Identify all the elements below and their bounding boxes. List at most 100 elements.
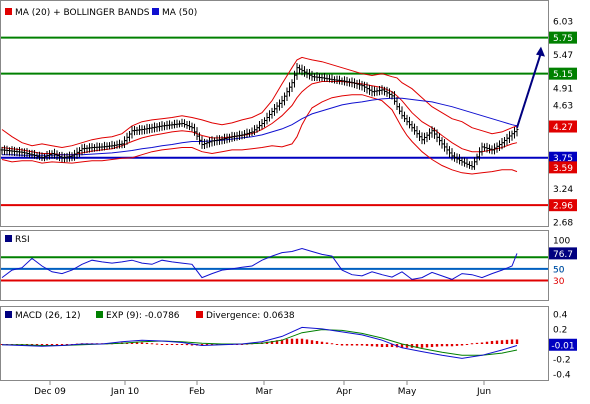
divergence-bar bbox=[455, 344, 459, 346]
level-tag-2-group: 3.75 bbox=[549, 151, 577, 164]
divergence-bar bbox=[485, 341, 489, 344]
rsi-value-tag-group: 76.7 bbox=[549, 247, 577, 260]
price-panel-frame bbox=[0, 0, 549, 227]
macd-legend: MACD (26, 12) EXP (9): -0.0786 Divergenc… bbox=[5, 311, 295, 321]
ma50-line bbox=[2, 97, 518, 156]
divergence-bar bbox=[435, 344, 439, 347]
legend-label-ma20: MA (20) + BOLLINGER BANDS bbox=[15, 8, 150, 18]
price-y-tick-2: 4.91 bbox=[553, 85, 573, 95]
rsi-legend: RSI bbox=[5, 235, 30, 245]
divergence-bar bbox=[150, 343, 154, 345]
macd-value-tag-label: -0.01 bbox=[551, 341, 574, 351]
divergence-bar bbox=[175, 344, 179, 345]
price-value-tag-1-bg bbox=[549, 161, 577, 174]
divergence-bar bbox=[425, 344, 429, 348]
macd-y-tick-3: -0.4 bbox=[553, 371, 571, 381]
macd-panel: 0.4 0.2 -0.2 -0.4 -0.01 bbox=[0, 310, 577, 381]
divergence-bar bbox=[290, 338, 294, 344]
divergence-bar bbox=[315, 340, 319, 344]
divergence-bar bbox=[140, 342, 144, 344]
divergence-bar bbox=[335, 344, 339, 345]
macd-panel-frame bbox=[0, 306, 549, 381]
legend-swatch-ma50 bbox=[152, 8, 159, 15]
level-tag-3-label: 2.96 bbox=[553, 202, 573, 212]
level-tag-2-bg bbox=[549, 151, 577, 164]
price-y-tick-4: 3.24 bbox=[553, 185, 573, 195]
price-y-tick-0: 6.03 bbox=[553, 17, 573, 27]
legend-label-ma50: MA (50) bbox=[162, 8, 197, 18]
divergence-bar bbox=[305, 339, 309, 344]
x-axis: Dec 09 Jan 10 Feb Mar Apr May Jun bbox=[34, 381, 491, 397]
x-tick-label-0: Dec 09 bbox=[34, 387, 66, 397]
divergence-bar bbox=[295, 338, 299, 344]
macd-y-tick-0: 0.4 bbox=[553, 310, 568, 320]
level-tag-1-label: 5.15 bbox=[553, 70, 573, 80]
divergence-bar bbox=[375, 344, 379, 347]
divergence-bar bbox=[490, 340, 494, 344]
divergence-bar bbox=[495, 340, 499, 344]
level-tag-0-label: 5.75 bbox=[553, 34, 573, 44]
divergence-bar bbox=[50, 344, 54, 345]
divergence-bar bbox=[475, 342, 479, 344]
divergence-bar bbox=[360, 344, 364, 346]
level-tag-3-group: 2.96 bbox=[549, 199, 577, 212]
divergence-bar bbox=[340, 344, 344, 346]
divergence-bar bbox=[310, 340, 314, 344]
projection-arrow-head bbox=[536, 46, 545, 57]
divergence-bar bbox=[210, 344, 214, 345]
rsi-y-tick-0: 100 bbox=[553, 236, 570, 246]
bollinger-upper-line bbox=[1, 56, 518, 149]
macd-value-tag-group: -0.01 bbox=[549, 338, 577, 351]
divergence-bar bbox=[65, 344, 69, 345]
divergence-bar bbox=[440, 344, 444, 347]
divergence-bar bbox=[480, 342, 484, 344]
divergence-bar bbox=[365, 344, 369, 346]
legend-swatch-divergence bbox=[196, 311, 203, 318]
divergence-bar bbox=[185, 344, 189, 346]
divergence-bar bbox=[30, 344, 34, 345]
price-value-tag-0-bg bbox=[549, 120, 577, 133]
divergence-bar bbox=[450, 344, 454, 347]
divergence-bar bbox=[430, 344, 434, 348]
divergence-bar bbox=[285, 339, 289, 344]
divergence-bar bbox=[420, 344, 424, 348]
divergence-bar bbox=[390, 344, 394, 348]
bollinger-lower-line bbox=[1, 94, 518, 175]
divergence-bar bbox=[200, 344, 204, 346]
divergence-bar bbox=[350, 344, 354, 346]
x-tick-label-2: Feb bbox=[189, 387, 205, 397]
divergence-bar bbox=[145, 342, 149, 344]
divergence-bar bbox=[505, 339, 509, 344]
price-value-tag-0-group: 4.27 bbox=[549, 120, 577, 133]
price-value-tag-0-label: 4.27 bbox=[553, 123, 573, 133]
divergence-bar bbox=[275, 340, 279, 344]
x-tick-label-6: Jun bbox=[476, 387, 491, 397]
rsi-level-label-1: 50 bbox=[553, 265, 565, 275]
rsi-value-tag-label: 76.7 bbox=[553, 250, 573, 260]
level-tag-3-bg bbox=[549, 199, 577, 212]
legend-swatch-exp bbox=[96, 311, 103, 318]
legend-swatch-rsi bbox=[5, 235, 12, 242]
divergence-bar bbox=[35, 344, 39, 345]
legend-swatch-macd bbox=[5, 311, 12, 318]
legend-label-exp: EXP (9): -0.0786 bbox=[106, 311, 180, 321]
divergence-bar bbox=[190, 344, 194, 346]
divergence-bar bbox=[205, 344, 209, 346]
divergence-bar bbox=[330, 343, 334, 345]
divergence-bar bbox=[415, 344, 419, 348]
divergence-bar bbox=[380, 344, 384, 348]
divergence-bar bbox=[320, 341, 324, 344]
divergence-bar bbox=[170, 344, 174, 345]
divergence-bar bbox=[155, 343, 159, 345]
macd-y-tick-2: -0.2 bbox=[553, 356, 571, 366]
legend-swatch-ma20 bbox=[5, 8, 12, 15]
price-bars bbox=[0, 63, 519, 170]
divergence-bar bbox=[325, 342, 329, 344]
legend-label-rsi: RSI bbox=[15, 235, 30, 245]
price-value-tag-1-group: 3.59 bbox=[549, 161, 577, 174]
divergence-bar bbox=[160, 344, 164, 345]
divergence-bar bbox=[510, 339, 514, 344]
